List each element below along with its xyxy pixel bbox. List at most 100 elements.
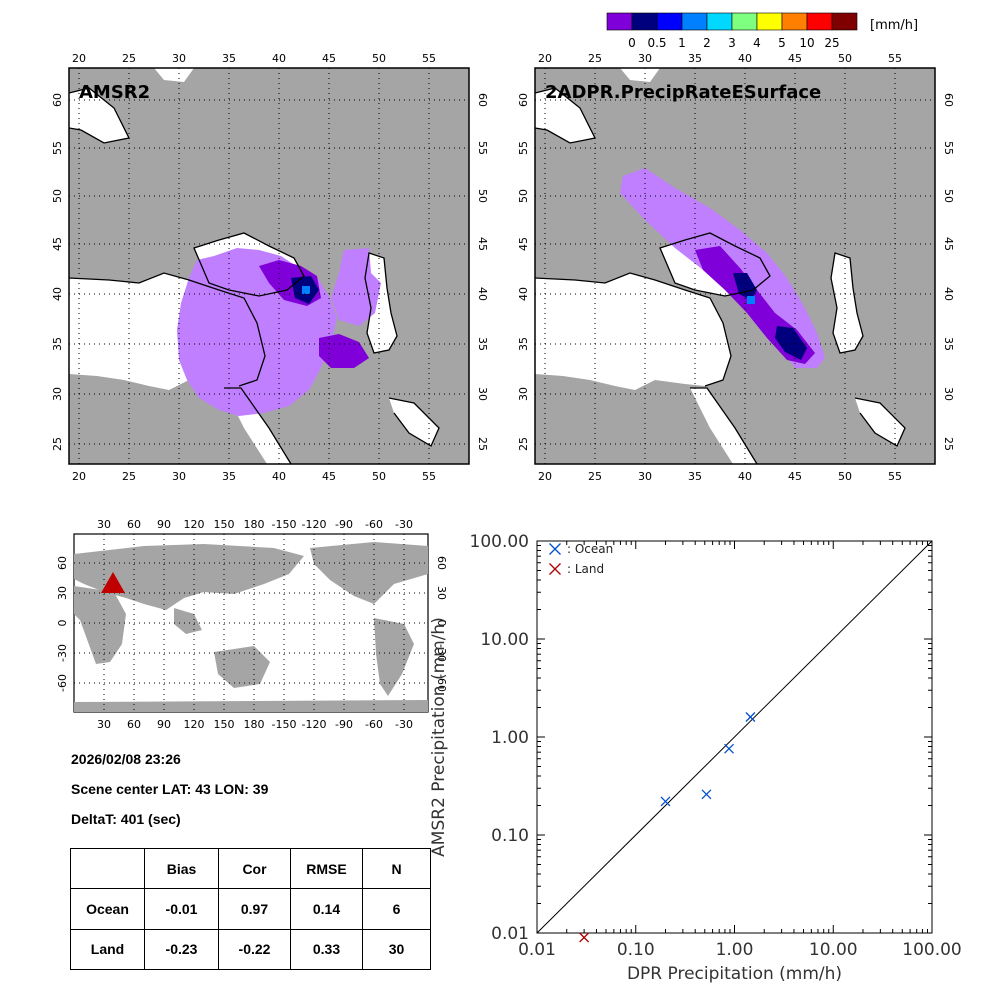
colorbar-tick-label: 1: [678, 36, 686, 50]
y-tick-label: 100.00: [470, 532, 529, 552]
x-tick-label: 10.00: [809, 940, 858, 960]
lon-tick-label: 50: [372, 52, 386, 65]
lon-tick-label: 30: [172, 470, 186, 483]
globe-locator-map: 30 60 90 120 150 180 -150 -120 -90 -60 -30 30 60 90 1…: [40, 512, 450, 742]
lon-tick-label: 35: [222, 470, 236, 483]
lat-tick-label: 45: [942, 237, 955, 251]
stats-header-cell: [70, 847, 145, 890]
dpr-swath-heavy-south: [775, 326, 807, 360]
lat-tick-label: 30: [51, 387, 64, 401]
lon-ticks-bottom: 20 25 30 35 40 45 50 55: [538, 470, 902, 483]
stats-cell: Ocean: [70, 888, 145, 930]
lon-tick-label: 45: [322, 52, 336, 65]
colorbar-swatch: [656, 12, 683, 31]
stats-cell: 0.14: [290, 888, 363, 930]
map-frame: [68, 67, 470, 465]
red-sea: [690, 388, 757, 464]
lon-tick-label: 25: [122, 52, 136, 65]
lon-tick-label: 55: [888, 470, 902, 483]
y-axis-label: AMSR2 Precipitation (mm/h): [429, 617, 449, 857]
globe-lat-tick-label: 60: [56, 556, 69, 570]
colorbar-swatch: [806, 12, 833, 31]
colorbar-swatch: [781, 12, 808, 31]
white-sea-area: [620, 68, 660, 82]
precip-heavy-pixel: [302, 286, 310, 294]
scatter-ticks: 0.010.01 0.10 0.10 1.00 1.00 10.00 10.00 100.00…: [470, 532, 962, 960]
lat-tick-label: 45: [476, 237, 489, 251]
globe-lon-tick-label: 150: [214, 718, 235, 731]
globe-lon-tick-label: -60: [365, 718, 383, 731]
lat-tick-label: 30: [476, 387, 489, 401]
stats-cell: -0.23: [144, 928, 219, 971]
lon-tick-label: 40: [272, 470, 286, 483]
y-tick-label: 0.10: [491, 826, 529, 846]
globe-svg: 30 60 90 120 150 180 -150 -120 -90 -60 -30 30 60 90 1…: [56, 518, 448, 731]
ocean-point: [724, 743, 734, 754]
baltic-sea: [535, 88, 595, 143]
dpr-heavy-pixel: [747, 296, 755, 304]
lon-tick-label: 35: [688, 470, 702, 483]
lat-tick-label: 55: [942, 141, 955, 155]
colorbar-tick-label: 3: [728, 36, 736, 50]
globe-lon-tick-label: -120: [302, 518, 327, 531]
marker-stroke: [701, 789, 712, 800]
lat-tick-label: 60: [51, 93, 64, 107]
ocean-point: [745, 712, 756, 722]
globe-lat-tick-label: -30: [435, 644, 448, 662]
lat-tick-label: 50: [476, 189, 489, 203]
stats-table: Bias Cor RMSE N Ocean -0.01 0.97 0.14 6 …: [70, 847, 431, 971]
globe-lon-tick-label: 120: [184, 518, 205, 531]
scatter-svg: 0.010.01 0.10 0.10 1.00 1.00 10.00 10.00 100.00…: [429, 532, 962, 984]
globe-lat-ticks-right: 60 30 0 -30 -60: [435, 556, 448, 692]
globe-lat-tick-label: 30: [56, 586, 69, 600]
amsr2-map-panel: AMSR2 20 25 30 35 40 45 50 55 20 25 30 35 40 45 50 55 …: [45, 50, 495, 490]
lat-tick-label: 55: [51, 141, 64, 155]
stats-header-cell: Bias: [144, 847, 219, 890]
scatter-legend: : Ocean: Land: [549, 542, 613, 576]
lon-tick-label: 55: [422, 470, 436, 483]
colorbar-tick-label: 4: [753, 36, 761, 50]
lat-tick-label: 60: [476, 93, 489, 107]
scatter-panel: 0.01 0.01 0.10 0.10 1.00 1.00 10.00 10.00 100.00…: [420, 520, 980, 990]
lon-tick-label: 55: [888, 52, 902, 65]
stats-cell: 30: [362, 928, 431, 971]
globe-gridlines: [74, 534, 428, 712]
lon-tick-label: 30: [638, 52, 652, 65]
lat-ticks-right: 60 55 50 45 40 35 30 25: [942, 93, 955, 451]
y-tick-label: 10.00: [480, 630, 529, 650]
marker-stroke: [724, 743, 734, 754]
globe-lon-tick-label: 180: [244, 518, 265, 531]
colorbar-tick-label: 0.5: [647, 36, 666, 50]
lat-tick-label: 60: [942, 93, 955, 107]
stats-header-row: Bias Cor RMSE N: [70, 847, 431, 890]
colorbar-tick-label: 25: [824, 36, 839, 50]
colorbar-tick-label: 0: [628, 36, 636, 50]
coastlines: [534, 87, 906, 465]
y-tick-label: 0.01: [491, 924, 529, 944]
map-title-amsr2: AMSR2: [79, 82, 150, 103]
ocean-point: [701, 789, 712, 800]
globe-lon-tick-label: -150: [272, 518, 297, 531]
lat-tick-label: 30: [517, 387, 530, 401]
y-tick-label: 1.00: [491, 728, 529, 748]
stats-cell: -0.22: [218, 928, 291, 971]
land-point: [579, 932, 590, 943]
scene-center-triangle-icon: [101, 572, 125, 593]
colorbar: 0 0.5 1 2 3 4 5 10 25 [mm/h]: [606, 12, 926, 52]
stats-header-cell: Cor: [218, 847, 291, 890]
lat-tick-label: 35: [51, 337, 64, 351]
colorbar-swatch: [831, 12, 858, 31]
colorbar-swatch: [681, 12, 708, 31]
lon-tick-label: 45: [322, 470, 336, 483]
lat-tick-label: 25: [517, 437, 530, 451]
lat-tick-label: 25: [942, 437, 955, 451]
colorbar-tick-label: 5: [778, 36, 786, 50]
globe-lon-tick-label: 60: [127, 518, 141, 531]
lon-tick-label: 20: [72, 52, 86, 65]
lon-tick-label: 25: [122, 470, 136, 483]
lon-tick-label: 20: [538, 52, 552, 65]
globe-bottom-ticks: 30 60 90 120 150 180 -150 -120 -90 -60 -30: [97, 718, 413, 731]
caspian-sea: [831, 253, 863, 353]
marker-stroke: [549, 563, 561, 575]
x-tick-label: 0.10: [617, 940, 655, 960]
